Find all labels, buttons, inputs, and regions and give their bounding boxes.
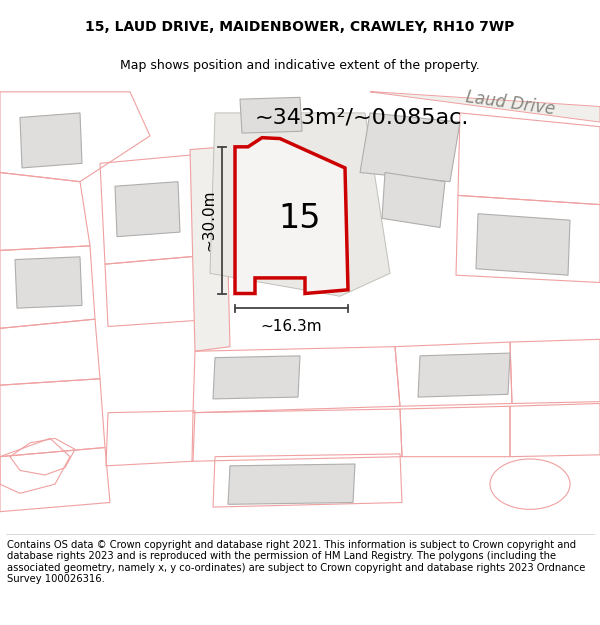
Polygon shape bbox=[418, 353, 510, 397]
Text: Laud Drive: Laud Drive bbox=[464, 88, 556, 118]
Text: Map shows position and indicative extent of the property.: Map shows position and indicative extent… bbox=[120, 59, 480, 71]
Polygon shape bbox=[228, 464, 355, 504]
Text: Contains OS data © Crown copyright and database right 2021. This information is : Contains OS data © Crown copyright and d… bbox=[7, 539, 586, 584]
Text: 15, LAUD DRIVE, MAIDENBOWER, CRAWLEY, RH10 7WP: 15, LAUD DRIVE, MAIDENBOWER, CRAWLEY, RH… bbox=[85, 20, 515, 34]
Polygon shape bbox=[476, 214, 570, 275]
Polygon shape bbox=[370, 92, 600, 122]
Text: 15: 15 bbox=[279, 202, 321, 235]
Polygon shape bbox=[240, 98, 302, 133]
Polygon shape bbox=[15, 257, 82, 308]
Text: ~16.3m: ~16.3m bbox=[260, 319, 322, 334]
Polygon shape bbox=[360, 113, 460, 182]
Polygon shape bbox=[235, 138, 348, 294]
Text: ~30.0m: ~30.0m bbox=[201, 189, 216, 251]
Polygon shape bbox=[382, 173, 445, 228]
Polygon shape bbox=[210, 113, 390, 296]
Polygon shape bbox=[20, 113, 82, 168]
Polygon shape bbox=[213, 356, 300, 399]
Polygon shape bbox=[190, 147, 230, 351]
Text: ~343m²/~0.085ac.: ~343m²/~0.085ac. bbox=[255, 107, 469, 127]
Polygon shape bbox=[115, 182, 180, 237]
